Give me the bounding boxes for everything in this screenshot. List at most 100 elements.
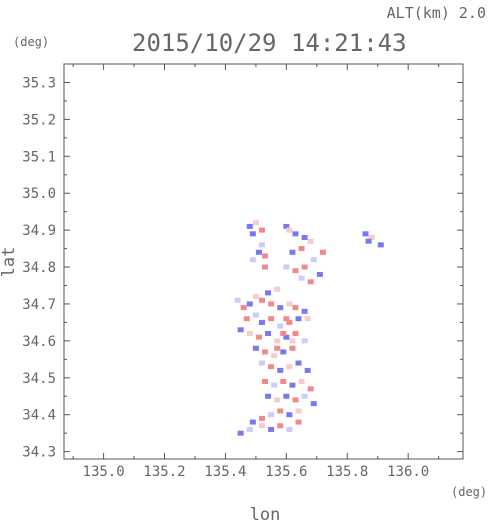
data-point [289,345,296,351]
y-tick-label: 34.9 [22,223,56,239]
x-tick-label: 135.6 [265,464,307,480]
data-point [283,316,290,322]
data-point [307,279,314,285]
y-tick-label: 35.2 [22,112,56,128]
data-point [258,227,265,233]
x-tick-label: 135.8 [326,464,368,480]
x-unit-label: (deg) [451,485,487,499]
data-point [295,316,302,322]
data-point [301,264,308,270]
data-point [283,334,290,340]
data-point [368,235,375,241]
data-point [271,353,278,359]
data-point [365,238,372,244]
data-point [258,415,265,421]
data-point [246,223,253,229]
data-point [246,301,253,307]
data-point [274,397,281,403]
x-tick-label: 135.2 [143,464,185,480]
plot-frame [63,63,464,460]
data-point [283,264,290,270]
data-point [265,290,272,296]
data-point [292,231,299,237]
data-point [252,345,259,351]
plot-border [63,63,464,460]
data-point [258,423,265,429]
data-point [255,334,262,340]
data-point [274,286,281,292]
data-point [262,378,269,384]
data-point [258,360,265,366]
data-point [319,249,326,255]
data-point [268,316,275,322]
data-point [283,223,290,229]
data-point [289,338,296,344]
data-point [301,235,308,241]
data-point [377,242,384,248]
data-point [277,367,284,373]
data-point [362,231,369,237]
data-point [258,297,265,303]
data-point [243,316,250,322]
data-point [237,430,244,436]
data-point [304,367,311,373]
data-point [274,338,281,344]
data-point [310,401,317,407]
data-point [307,238,314,244]
data-point [252,294,259,300]
data-point [298,275,305,281]
altitude-label: ALT(km) 2.0 [387,4,486,22]
data-points [234,220,384,436]
x-tick-label: 135.0 [83,464,125,480]
data-point [301,338,308,344]
x-tick-label: 135.4 [204,464,246,480]
data-point [301,393,308,399]
data-point [283,393,290,399]
data-point [280,330,287,336]
data-point [271,382,278,388]
data-point [262,253,269,259]
data-point [295,408,302,414]
x-tick-label: 136.0 [387,464,429,480]
data-point [304,316,311,322]
data-point [289,382,296,388]
y-tick-label: 34.8 [22,260,56,276]
data-point [295,419,302,425]
y-tick-label: 35.3 [22,75,56,91]
data-point [298,246,305,252]
data-point [277,323,284,329]
data-point [286,364,293,370]
data-point [292,330,299,336]
y-tick-label: 34.4 [22,408,56,424]
y-tick-label: 34.7 [22,297,56,313]
data-point [292,268,299,274]
data-point [280,378,287,384]
data-point [265,393,272,399]
y-tick-label: 35.0 [22,186,56,202]
data-point [292,305,299,311]
data-point [268,364,275,370]
data-point [265,330,272,336]
data-point [307,386,314,392]
data-point [268,412,275,418]
data-point [246,330,253,336]
y-tick-label: 34.5 [22,371,56,387]
data-point [286,319,293,325]
data-point [255,249,262,255]
y-tick-label: 34.6 [22,334,56,350]
y-axis-title: lat [0,247,19,278]
data-point [286,227,293,233]
x-axis-title: lon [250,505,281,521]
data-point [262,349,269,355]
y-unit-label: (deg) [13,35,49,49]
data-point [286,426,293,432]
data-point [258,242,265,248]
data-point [301,308,308,314]
data-point [280,349,287,355]
data-point [316,271,323,277]
data-point [262,264,269,270]
data-point [298,378,305,384]
data-point [274,345,281,351]
data-point [286,412,293,418]
